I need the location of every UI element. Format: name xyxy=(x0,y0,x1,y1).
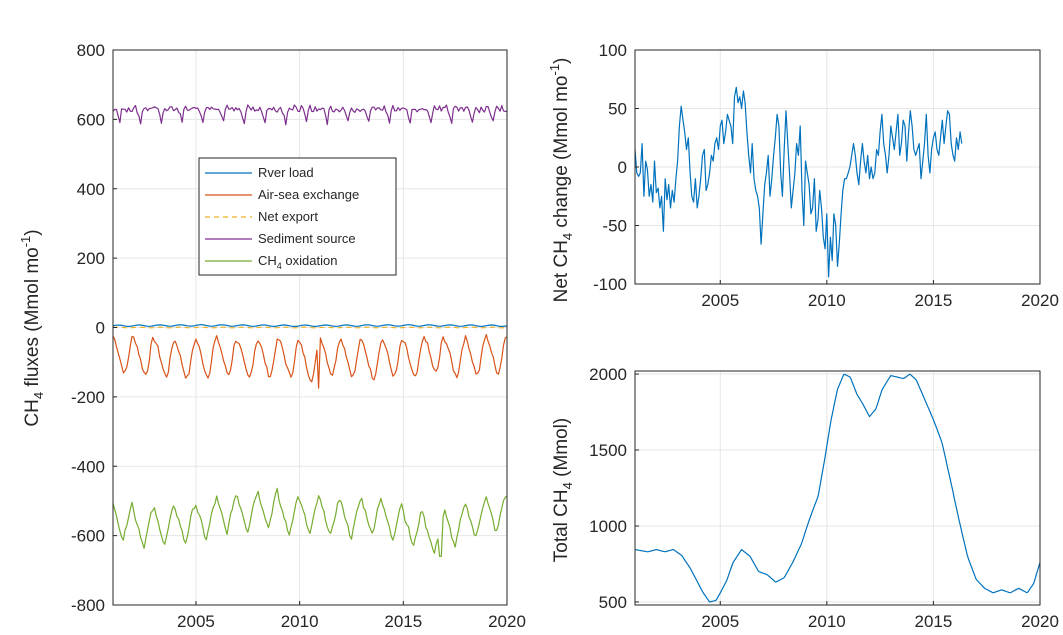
series-line-airsea xyxy=(112,334,508,389)
y-tick-label: 800 xyxy=(77,41,105,60)
fluxes-panel: 2005 2010 2015 2020 -800 -600 -400 -200 0 200 400 6… xyxy=(18,41,526,631)
x-tick-label: 2005 xyxy=(701,291,739,310)
net-change-y-axis-label: Net CH4 change (Mmol mo-1) xyxy=(547,58,575,303)
x-tick-label: 2015 xyxy=(915,291,953,310)
net-ylabel-sub: 4 xyxy=(560,233,575,240)
legend-label-airsea: Air-sea exchange xyxy=(258,187,359,202)
total-series-group xyxy=(634,373,1041,603)
fluxes-ylabel-sub: 4 xyxy=(31,392,46,399)
fluxes-ylabel-main: CH xyxy=(22,399,43,426)
total-y-axis-label: Total CH4 (Mmol) xyxy=(551,418,575,562)
x-tick-label: 2015 xyxy=(915,612,953,631)
series-line-export xyxy=(112,326,508,329)
x-tick-label: 2010 xyxy=(808,612,846,631)
series-line-total xyxy=(634,373,1041,603)
series-line-oxidation xyxy=(112,487,508,557)
fluxes-y-axis-label: CH4 fluxes (Mmol mo-1) xyxy=(18,229,46,426)
y-tick-label: 0 xyxy=(96,319,105,338)
legend-label-oxidation: CH4 oxidation xyxy=(258,253,337,271)
total-ylabel-sub: 4 xyxy=(560,482,575,489)
x-tick-label: 2005 xyxy=(701,612,739,631)
legend-oxidation-sub: 4 xyxy=(277,261,282,271)
y-tick-label: -50 xyxy=(602,217,627,236)
x-tick-label: 2005 xyxy=(177,612,215,631)
total-ylabel-pre: Total CH xyxy=(551,489,572,562)
legend-oxidation-rest: oxidation xyxy=(282,253,338,268)
legend-oxidation-main: CH xyxy=(258,253,277,268)
net-change-series-group xyxy=(634,86,963,278)
x-tick-label: 2010 xyxy=(281,612,319,631)
y-tick-label: -100 xyxy=(593,275,627,294)
series-line-net xyxy=(634,86,963,278)
y-tick-label: 50 xyxy=(608,100,627,119)
total-ticks: 2005 2010 2015 2020 500 1000 1500 2000 xyxy=(589,365,1059,631)
fluxes-legend: Rver load Air-sea exchange Net export Se… xyxy=(198,157,397,276)
net-ylabel-rest: change (Mmol mo xyxy=(551,76,572,233)
y-tick-label: 0 xyxy=(618,158,627,177)
net-ylabel-close: ) xyxy=(551,58,572,64)
series-line-river xyxy=(112,324,508,327)
legend-label-river: Rver load xyxy=(258,165,314,180)
total-plot-background xyxy=(635,371,1040,605)
y-tick-label: 600 xyxy=(77,110,105,129)
x-tick-label: 2020 xyxy=(488,612,526,631)
net-change-ticks: 2005 2010 2015 2020 -100 -50 0 50 100 xyxy=(593,41,1059,310)
y-tick-label: 1000 xyxy=(589,517,627,536)
fluxes-ylabel-sup: -1 xyxy=(18,236,33,248)
y-tick-label: 500 xyxy=(599,593,627,612)
legend-box xyxy=(198,157,397,276)
net-ylabel-pre: Net CH xyxy=(551,240,572,302)
fluxes-ylabel-close: ) xyxy=(22,229,43,235)
legend-label-export: Net export xyxy=(258,209,318,224)
y-tick-label: 100 xyxy=(599,41,627,60)
total-panel: 2005 2010 2015 2020 500 1000 1500 2000 Total CH… xyxy=(551,365,1059,631)
y-tick-label: 1500 xyxy=(589,441,627,460)
legend-label-sediment: Sediment source xyxy=(258,231,356,246)
y-tick-label: -400 xyxy=(71,457,105,476)
x-tick-label: 2020 xyxy=(1021,291,1059,310)
fluxes-series-group xyxy=(112,104,508,557)
series-line-sediment xyxy=(112,104,508,126)
x-tick-label: 2010 xyxy=(808,291,846,310)
fluxes-ticks: 2005 2010 2015 2020 -800 -600 -400 -200 0 200 400 6… xyxy=(71,41,526,631)
y-tick-label: -200 xyxy=(71,388,105,407)
y-tick-label: 200 xyxy=(77,249,105,268)
y-tick-label: 400 xyxy=(77,180,105,199)
y-tick-label: -800 xyxy=(71,596,105,615)
y-tick-label: 2000 xyxy=(589,365,627,384)
net-change-panel: 2005 2010 2015 2020 -100 -50 0 50 100 Net CH4 ch… xyxy=(547,41,1059,310)
total-axes-box xyxy=(634,370,1041,606)
total-ylabel-rest: (Mmol) xyxy=(551,418,572,482)
fluxes-ylabel-rest: fluxes (Mmol mo xyxy=(22,247,43,392)
x-tick-label: 2020 xyxy=(1021,612,1059,631)
x-tick-label: 2015 xyxy=(384,612,422,631)
y-tick-label: -600 xyxy=(71,527,105,546)
net-ylabel-sup: -1 xyxy=(547,64,562,76)
